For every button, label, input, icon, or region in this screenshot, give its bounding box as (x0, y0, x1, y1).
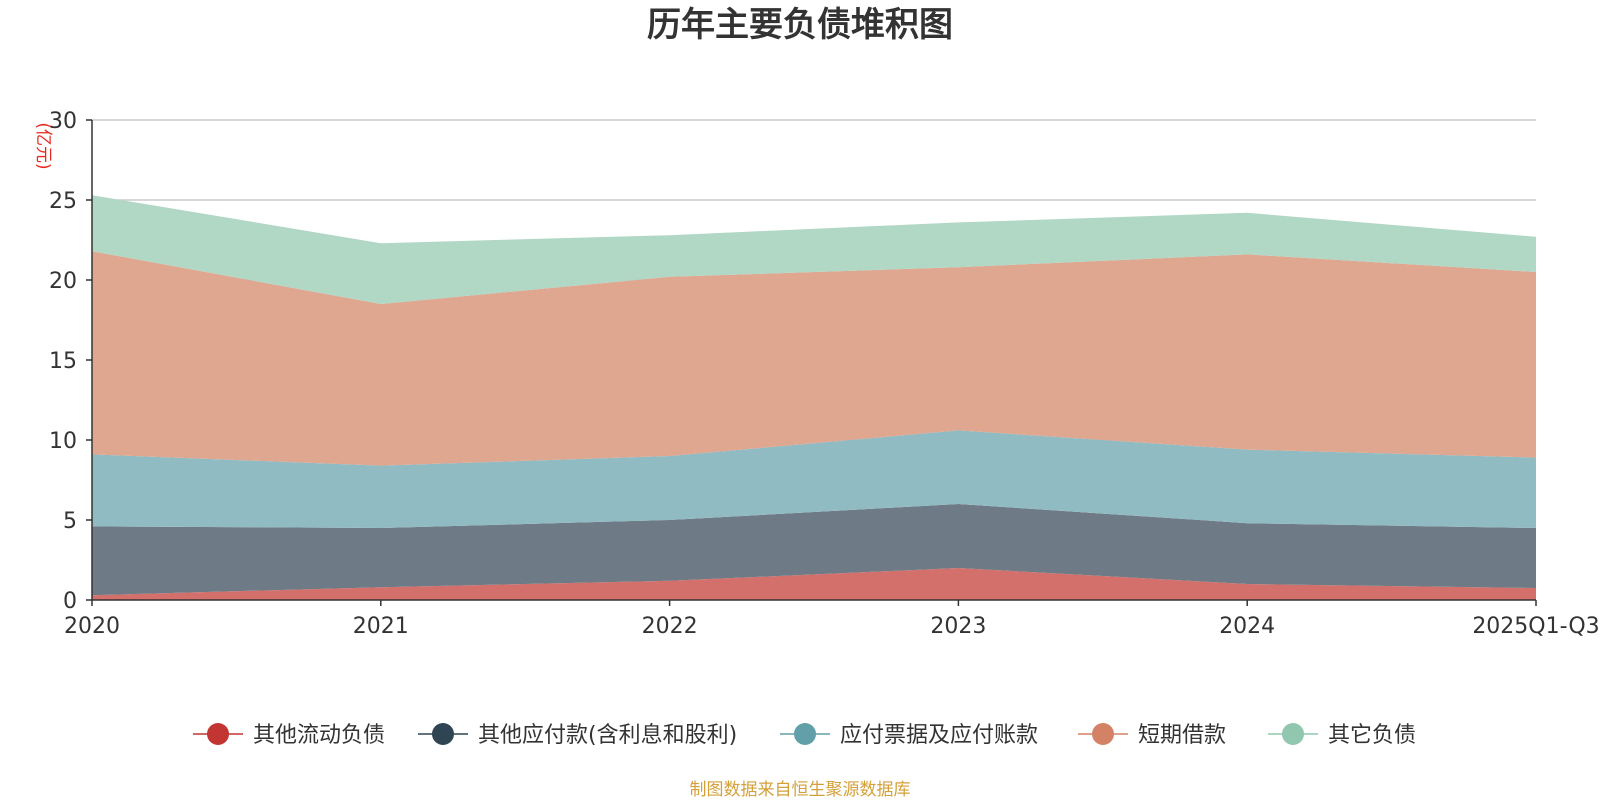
legend-marker-icon (432, 723, 454, 745)
legend-label: 应付票据及应付账款 (840, 723, 1038, 748)
y-tick-label: 30 (49, 109, 77, 134)
legend-label: 其它负债 (1328, 723, 1416, 748)
area-series-4 (92, 195, 1536, 304)
x-tick-label: 2023 (930, 614, 986, 639)
area-series-3 (92, 251, 1536, 466)
legend-item-0[interactable]: 其他流动负债 (193, 723, 385, 748)
x-tick-label: 2024 (1219, 614, 1275, 639)
area-series-2 (92, 430, 1536, 528)
legend-label: 短期借款 (1138, 723, 1226, 748)
x-tick-label: 2022 (642, 614, 698, 639)
y-tick-label: 10 (49, 429, 77, 454)
legend[interactable]: 其他流动负债 其他应付款(含利息和股利) 应付票据及应付账款 短期借款 其它负债 (193, 723, 1416, 748)
y-axis-unit-label: (亿元) (33, 122, 53, 169)
y-tick-label: 5 (63, 509, 77, 534)
y-tick-label: 25 (49, 189, 77, 214)
legend-label: 其他流动负债 (253, 723, 385, 748)
legend-marker-icon (794, 723, 816, 745)
y-tick-label: 20 (49, 269, 77, 294)
axes: 0 5 10 15 20 25 30 2020 2021 2022 2023 2024 2025Q1-Q… (49, 109, 1600, 639)
legend-marker-icon (1282, 723, 1304, 745)
area-series-0 (92, 568, 1536, 600)
x-tick-label: 2020 (64, 614, 120, 639)
area-series-1 (92, 504, 1536, 596)
legend-marker-icon (1092, 723, 1114, 745)
chart-title: 历年主要负债堆积图 (647, 5, 953, 45)
legend-item-3[interactable]: 短期借款 (1078, 723, 1226, 748)
legend-item-4[interactable]: 其它负债 (1268, 723, 1416, 748)
legend-item-2[interactable]: 应付票据及应付账款 (780, 723, 1038, 748)
data-source-note: 制图数据来自恒生聚源数据库 (690, 780, 911, 800)
area-series-group (92, 195, 1536, 600)
legend-label: 其他应付款(含利息和股利) (478, 723, 737, 748)
y-tick-label: 0 (63, 589, 77, 614)
legend-item-1[interactable]: 其他应付款(含利息和股利) (418, 723, 737, 748)
y-tick-label: 15 (49, 349, 77, 374)
legend-marker-icon (207, 723, 229, 745)
x-tick-label: 2021 (353, 614, 409, 639)
x-tick-label: 2025Q1-Q3 (1472, 614, 1599, 639)
